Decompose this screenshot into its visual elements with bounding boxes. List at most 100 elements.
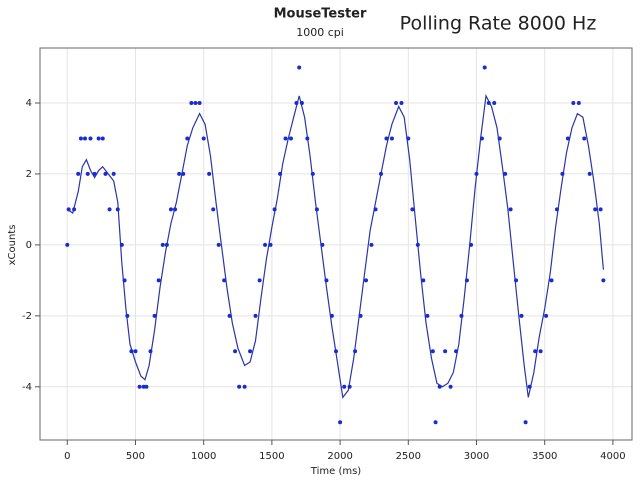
data-point	[197, 100, 202, 105]
data-point	[83, 136, 88, 141]
data-point	[177, 171, 182, 176]
data-point	[314, 207, 319, 212]
data-point	[305, 136, 310, 141]
data-point	[593, 207, 598, 212]
y-tick-label: 0	[26, 240, 32, 251]
data-point	[237, 384, 242, 389]
data-point	[233, 349, 238, 354]
data-point	[272, 207, 277, 212]
data-point	[389, 136, 394, 141]
data-point	[111, 171, 116, 176]
data-point	[160, 242, 165, 247]
data-point	[514, 278, 519, 283]
chart-title: MouseTester	[274, 7, 367, 22]
data-point	[533, 349, 538, 354]
x-tick-label: 500	[126, 451, 145, 462]
data-point	[486, 100, 491, 105]
data-point	[364, 278, 369, 283]
x-axis-label: Time (ms)	[310, 466, 362, 477]
data-point	[373, 207, 378, 212]
data-point	[152, 313, 157, 318]
y-tick-label: 4	[26, 98, 32, 109]
data-point	[538, 349, 543, 354]
data-point	[406, 136, 411, 141]
x-tick-label: 2000	[327, 451, 352, 462]
data-point	[133, 349, 138, 354]
data-point	[334, 349, 338, 354]
data-point	[222, 278, 227, 283]
data-point	[88, 136, 93, 141]
data-point	[523, 420, 528, 425]
data-point	[410, 207, 415, 212]
data-point	[347, 384, 352, 389]
data-point	[85, 171, 90, 176]
data-point	[248, 349, 253, 354]
data-point	[185, 136, 190, 141]
data-point	[173, 207, 178, 212]
series-line	[66, 93, 604, 399]
y-tick-label: -2	[22, 311, 32, 322]
data-point	[268, 242, 273, 247]
data-point	[294, 100, 299, 105]
data-point	[394, 100, 399, 105]
data-point	[497, 136, 502, 141]
data-point	[66, 207, 71, 212]
data-point	[168, 207, 173, 212]
x-tick-label: 2500	[396, 451, 421, 462]
data-point	[96, 136, 101, 141]
data-point	[384, 136, 389, 141]
data-point	[65, 242, 70, 247]
data-point	[115, 207, 120, 212]
data-point	[201, 136, 206, 141]
data-point	[459, 313, 464, 318]
data-point	[454, 349, 459, 354]
data-point	[227, 313, 232, 318]
data-point	[72, 207, 77, 212]
y-axis-label: xCounts	[7, 225, 18, 266]
y-tick-label: 2	[26, 169, 32, 180]
data-point	[278, 171, 283, 176]
data-point	[207, 171, 212, 176]
data-point	[78, 136, 83, 141]
data-point	[288, 136, 293, 141]
data-point	[253, 313, 258, 318]
data-point	[310, 171, 315, 176]
data-point	[144, 384, 149, 389]
data-point	[482, 65, 487, 70]
data-point	[283, 136, 288, 141]
data-point	[430, 349, 435, 354]
data-point	[560, 171, 565, 176]
x-tick-label: 4000	[600, 451, 625, 462]
data-point	[129, 349, 134, 354]
data-point	[464, 278, 469, 283]
data-point	[582, 136, 587, 141]
data-point	[329, 313, 334, 318]
data-point	[492, 100, 497, 105]
data-point	[181, 171, 186, 176]
data-point	[479, 136, 484, 141]
data-point	[137, 384, 142, 389]
data-point	[297, 65, 302, 70]
chart-subtitle: 1000 cpi	[296, 26, 344, 39]
annotation: Polling Rate 8000 Hz	[400, 13, 597, 35]
data-point	[433, 420, 438, 425]
data-point	[193, 100, 198, 105]
data-point	[503, 171, 508, 176]
data-point	[421, 278, 426, 283]
data-point	[415, 242, 420, 247]
data-point	[437, 384, 442, 389]
data-point	[443, 349, 448, 354]
x-tick-label: 0	[64, 451, 70, 462]
data-point	[242, 384, 247, 389]
y-tick-label: -4	[22, 382, 32, 393]
x-tick-label: 3000	[464, 451, 489, 462]
data-point	[448, 384, 453, 389]
x-tick-label: 1500	[259, 451, 284, 462]
data-point	[544, 313, 549, 318]
data-point	[598, 207, 603, 212]
data-point	[156, 278, 161, 283]
data-point	[338, 420, 343, 425]
data-point	[216, 242, 221, 247]
